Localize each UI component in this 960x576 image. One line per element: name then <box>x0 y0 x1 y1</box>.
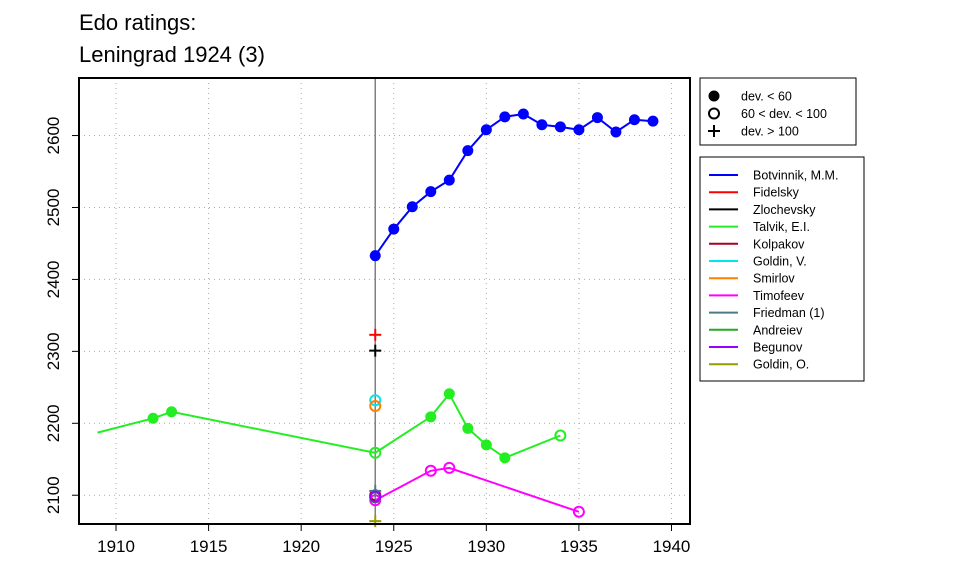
data-point <box>499 452 511 464</box>
series-smirlov <box>369 400 382 413</box>
data-point <box>369 344 382 357</box>
legend-label: Kolpakov <box>753 237 805 251</box>
data-point <box>647 115 659 127</box>
x-tick-label: 1925 <box>375 537 413 556</box>
series-talvik-e-i <box>97 388 567 464</box>
series-legend-box <box>699 156 865 382</box>
marker-legend-symbol-open <box>708 107 720 120</box>
data-point <box>554 121 566 133</box>
series-goldin-v <box>369 394 382 407</box>
series-begunov <box>369 490 382 503</box>
series-botvinnik-m-m <box>369 108 659 262</box>
marker-legend: dev. < 60 60 < dev. < 100 dev. > 100 <box>699 77 857 146</box>
data-point <box>369 490 382 503</box>
data-point <box>591 112 603 124</box>
y-tick-label: 2400 <box>44 261 63 299</box>
marker-legend-symbol-plus <box>708 125 720 137</box>
data-point <box>499 111 511 123</box>
x-tick-label: 1915 <box>190 537 228 556</box>
data-point <box>573 124 585 136</box>
data-point <box>462 145 474 157</box>
x-tick-label: 1940 <box>653 537 691 556</box>
data-point <box>369 250 381 262</box>
legend-label: Fidelsky <box>753 186 800 200</box>
data-point <box>425 411 437 423</box>
series-timofeev <box>369 461 585 518</box>
grid <box>79 78 690 524</box>
series-fidelsky <box>369 328 382 341</box>
data-point <box>425 186 437 198</box>
legend-label: Begunov <box>753 341 803 355</box>
series-line-timofeev <box>374 466 580 513</box>
y-tick-label: 2100 <box>44 476 63 514</box>
x-axis: 1910 1915 1920 1925 1930 1935 1940 <box>97 523 691 556</box>
y-tick-label: 2300 <box>44 332 63 370</box>
data-point <box>610 126 622 138</box>
legend-label: Goldin, O. <box>753 358 809 372</box>
series-layer <box>97 108 659 528</box>
data-point <box>388 223 400 235</box>
plot-frame <box>78 77 691 525</box>
data-point <box>480 439 492 451</box>
data-point <box>462 422 474 434</box>
data-point <box>517 108 529 120</box>
x-tick-label: 1935 <box>560 537 598 556</box>
data-point <box>369 515 382 528</box>
series-goldin-o <box>369 515 382 528</box>
series-line-botvinnik-m-m <box>374 112 654 257</box>
data-point <box>443 461 456 474</box>
data-point <box>147 412 159 424</box>
chart-title-line-1: Edo ratings: <box>79 10 196 35</box>
legend-label: Timofeev <box>753 289 805 303</box>
y-axis: 2100 2200 2300 2400 2500 2600 <box>44 117 79 514</box>
data-point <box>369 400 382 413</box>
legend-label: Andreiev <box>753 323 803 337</box>
data-point <box>369 446 382 459</box>
legend-label: Botvinnik, M.M. <box>753 169 838 183</box>
x-tick-label: 1910 <box>97 537 135 556</box>
data-point <box>369 328 382 341</box>
data-point <box>572 505 585 518</box>
data-point <box>166 406 178 418</box>
x-tick-label: 1920 <box>282 537 320 556</box>
data-point <box>369 394 382 407</box>
chart-title-line-2: Leningrad 1924 (3) <box>79 42 265 67</box>
y-tick-label: 2600 <box>44 117 63 155</box>
data-point <box>628 114 640 126</box>
marker-legend-label: dev. > 100 <box>741 125 799 139</box>
marker-legend-symbol-filled <box>708 90 720 102</box>
x-tick-label: 1930 <box>467 537 505 556</box>
legend-label: Goldin, V. <box>753 255 807 269</box>
legend-label: Zlochevsky <box>753 203 816 217</box>
series-zlochevsky <box>369 344 382 357</box>
data-point <box>443 174 455 186</box>
data-point <box>406 201 418 213</box>
data-point <box>554 429 567 442</box>
series-legend: Botvinnik, M.M. Fidelsky Zlochevsky Talvik,… <box>699 156 865 382</box>
marker-legend-label: dev. < 60 <box>741 90 792 104</box>
data-point <box>480 124 492 136</box>
marker-legend-box <box>699 77 857 146</box>
legend-label: Friedman (1) <box>753 306 825 320</box>
data-point <box>536 119 548 131</box>
y-tick-label: 2500 <box>44 189 63 227</box>
y-tick-label: 2200 <box>44 404 63 442</box>
data-point <box>443 388 455 400</box>
legend-label: Smirlov <box>753 272 795 286</box>
series-line-talvik-e-i <box>97 391 561 459</box>
data-point <box>424 464 437 477</box>
legend-label: Talvik, E.I. <box>753 220 810 234</box>
marker-legend-label: 60 < dev. < 100 <box>741 107 827 121</box>
